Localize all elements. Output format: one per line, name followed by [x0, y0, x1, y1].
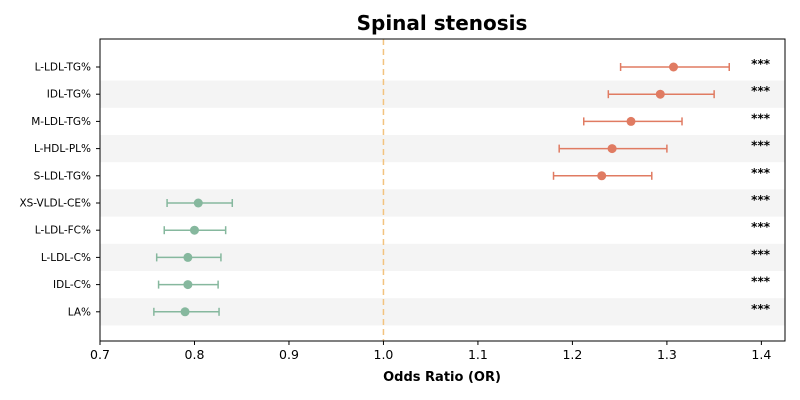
- data-row: [157, 280, 219, 290]
- y-tick-label: M-LDL-TG%: [31, 116, 91, 128]
- or-point: [183, 252, 193, 262]
- or-point: [183, 280, 193, 290]
- or-point: [607, 144, 617, 154]
- x-tick-label: 1.3: [657, 347, 677, 362]
- x-tick-label: 1.4: [751, 347, 771, 362]
- data-row: [558, 144, 668, 154]
- or-point: [597, 171, 607, 181]
- or-point: [193, 198, 203, 208]
- data-row: [155, 252, 222, 262]
- y-tick-label: LA%: [68, 306, 91, 318]
- x-tick-label: 1.1: [468, 347, 488, 362]
- y-tick-label: XS-VLDL-CE%: [19, 198, 91, 210]
- axes: [99, 38, 786, 342]
- x-tick-label: 0.9: [279, 347, 299, 362]
- data-row: [552, 171, 653, 181]
- significance-label: ***: [751, 166, 771, 180]
- plot-frame: [99, 38, 786, 342]
- or-point: [180, 307, 190, 317]
- data-row: [163, 225, 227, 235]
- or-point: [669, 62, 679, 72]
- data-row: [166, 198, 234, 208]
- significance-label: ***: [751, 193, 771, 207]
- x-tick-label: 0.7: [90, 347, 110, 362]
- significance-label: ***: [751, 220, 771, 234]
- x-tick-label: 0.8: [185, 347, 205, 362]
- data-row: [153, 307, 220, 317]
- x-tick-label: 1.0: [374, 347, 394, 362]
- y-tick-label: L-HDL-PL%: [34, 143, 91, 155]
- or-point: [626, 116, 636, 126]
- y-axis-labels: L-LDL-TG% IDL-TG% M-LDL-TG% L-HDL-PL% S-LDL-…: [19, 62, 100, 318]
- y-tick-label: IDL-TG%: [47, 89, 91, 101]
- x-axis-ticks: 0.7 0.8 0.9 1.0 1.1 1.2 1.3 1.4: [90, 341, 771, 362]
- x-axis-label: Odds Ratio (OR): [383, 370, 501, 385]
- data-marks: [153, 62, 731, 317]
- y-tick-label: L-LDL-TG%: [35, 62, 91, 74]
- significance-label: ***: [751, 275, 771, 289]
- significance-labels: *** *** *** *** *** *** *** *** *** ***: [751, 57, 771, 316]
- data-row: [619, 62, 731, 72]
- significance-label: ***: [751, 302, 771, 316]
- significance-label: ***: [751, 57, 771, 71]
- y-tick-label: IDL-C%: [53, 279, 91, 291]
- or-point: [189, 225, 199, 235]
- y-tick-label: S-LDL-TG%: [34, 170, 91, 182]
- y-tick-label: L-LDL-FC%: [35, 225, 91, 237]
- or-point: [655, 89, 665, 99]
- significance-label: ***: [751, 139, 771, 153]
- chart-title: Spinal stenosis: [357, 11, 528, 35]
- significance-label: ***: [751, 84, 771, 98]
- significance-label: ***: [751, 247, 771, 261]
- data-row: [583, 116, 683, 126]
- y-tick-label: L-LDL-C%: [41, 252, 91, 264]
- data-row: [607, 89, 715, 99]
- significance-label: ***: [751, 111, 771, 125]
- x-tick-label: 1.2: [562, 347, 582, 362]
- row-band: [100, 135, 785, 163]
